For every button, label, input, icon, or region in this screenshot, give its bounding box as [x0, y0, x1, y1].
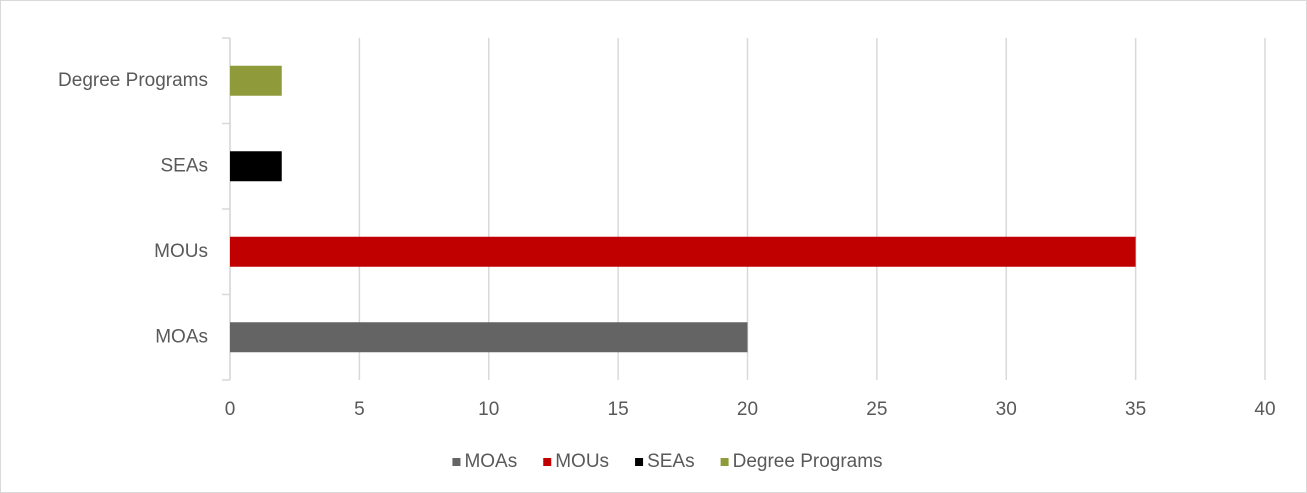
- bar: [230, 151, 282, 182]
- bar: [230, 65, 282, 96]
- x-tick-label: 0: [225, 399, 236, 420]
- x-tick-label: 10: [478, 399, 499, 420]
- x-tick-label: 20: [737, 399, 758, 420]
- y-tick-label: SEAs: [160, 155, 208, 176]
- legend-label: SEAs: [647, 451, 695, 472]
- legend-swatch: [720, 458, 729, 466]
- bar: [230, 322, 748, 353]
- y-tick-label: MOUs: [154, 241, 208, 262]
- bar: [230, 236, 1136, 267]
- legend-swatch: [635, 458, 644, 466]
- x-tick-label: 30: [996, 399, 1017, 420]
- x-tick-label: 35: [1125, 399, 1146, 420]
- y-tick-label: Degree Programs: [58, 70, 208, 91]
- legend-swatch: [452, 458, 461, 466]
- legend-label: Degree Programs: [733, 451, 883, 472]
- legend-label: MOAs: [464, 451, 517, 472]
- x-tick-label: 25: [866, 399, 887, 420]
- legend-label: MOUs: [555, 451, 609, 472]
- legend-swatch: [543, 458, 552, 466]
- y-tick-label: MOAs: [155, 326, 208, 347]
- x-tick-label: 40: [1254, 399, 1275, 420]
- x-tick-label: 15: [608, 399, 629, 420]
- x-tick-label: 5: [354, 399, 365, 420]
